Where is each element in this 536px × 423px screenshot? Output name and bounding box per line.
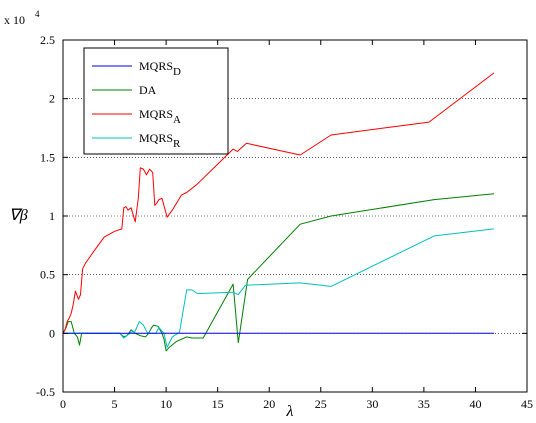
x-axis-label: λ bbox=[286, 403, 294, 420]
x-tick-label: 15 bbox=[212, 397, 224, 411]
legend-label-main: MQRS bbox=[139, 131, 173, 145]
x-tick-label: 5 bbox=[112, 397, 118, 411]
x-tick-label: 40 bbox=[469, 397, 481, 411]
x-tick-label: 25 bbox=[315, 397, 327, 411]
legend-label-main: MQRS bbox=[139, 107, 173, 121]
y-tick-label: 0 bbox=[49, 326, 55, 340]
y-tick-label: 0.5 bbox=[40, 268, 55, 282]
y-tick-label: 1 bbox=[49, 209, 55, 223]
legend-label: MQRSA bbox=[139, 107, 181, 126]
legend-label: MQRSR bbox=[139, 131, 181, 150]
series-layer bbox=[62, 72, 495, 352]
series-line-mqrs-a bbox=[62, 72, 495, 334]
y-multiplier-exponent: 4 bbox=[35, 9, 40, 19]
legend-label-subscript: A bbox=[173, 114, 181, 126]
x-tick-label: 0 bbox=[60, 397, 66, 411]
y-tick-label: 1.5 bbox=[40, 150, 55, 164]
y-axis-label: ∇β bbox=[9, 207, 28, 224]
x-tick-label: 35 bbox=[418, 397, 430, 411]
legend-label-subscript: D bbox=[173, 66, 181, 78]
x-tick-label: 10 bbox=[160, 397, 172, 411]
series-line-da bbox=[62, 193, 495, 352]
legend-label-main: DA bbox=[139, 83, 157, 97]
legend-label-subscript: R bbox=[173, 138, 181, 150]
legend-label: MQRSD bbox=[139, 59, 181, 78]
x-tick-label: 30 bbox=[366, 397, 378, 411]
axis-ticks: -0.5 0 0.5 1 1.5 2 2.5 0 5 10 15 20 25 30 35 40 45 bbox=[36, 33, 533, 411]
y-tick-label: 2.5 bbox=[40, 33, 55, 47]
y-tick-label: -0.5 bbox=[36, 385, 55, 399]
y-multiplier-label: x 10 bbox=[4, 13, 25, 27]
legend-label-main: MQRS bbox=[139, 59, 173, 73]
x-tick-label: 45 bbox=[521, 397, 533, 411]
legend-label: DA bbox=[139, 83, 157, 97]
x-tick-label: 20 bbox=[263, 397, 275, 411]
y-tick-label: 2 bbox=[49, 92, 55, 106]
